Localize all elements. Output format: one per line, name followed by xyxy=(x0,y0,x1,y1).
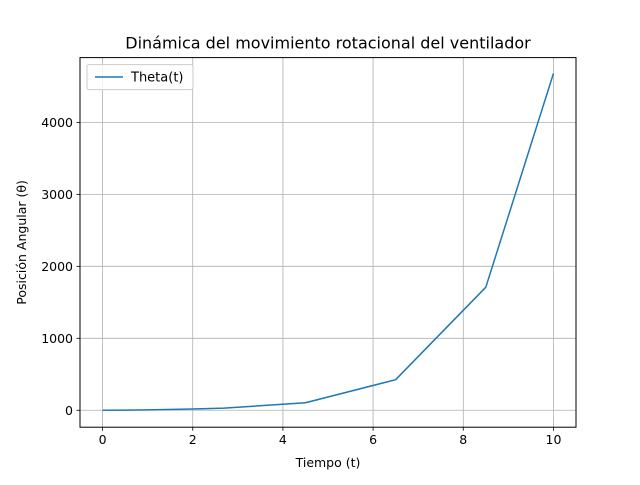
legend-box xyxy=(86,64,194,91)
legend-label-theta: Theta(t) xyxy=(130,71,183,86)
series-line-theta xyxy=(102,73,555,412)
x-tick-label: 4 xyxy=(279,432,287,447)
x-tick-label: 8 xyxy=(459,432,467,447)
x-tick-label: 6 xyxy=(369,432,377,447)
x-axis-label: Tiempo (t) xyxy=(295,455,361,470)
series-layer xyxy=(102,73,555,412)
legend: Theta(t) xyxy=(86,64,194,91)
grid xyxy=(80,57,576,428)
x-tick-label: 10 xyxy=(546,432,562,447)
chart-title: Dinámica del movimiento rotacional del v… xyxy=(125,34,531,53)
y-axis-label: Posición Angular (θ) xyxy=(14,180,29,305)
y-tick-label: 3000 xyxy=(41,187,73,202)
y-tick-label: 2000 xyxy=(41,259,73,274)
x-tick-label: 0 xyxy=(99,432,107,447)
x-tick-label: 2 xyxy=(189,432,197,447)
y-tick-label: 4000 xyxy=(41,115,73,130)
plot-frame xyxy=(79,57,577,428)
y-tick-label: 0 xyxy=(65,403,73,418)
y-tick-label: 1000 xyxy=(41,331,73,346)
ticks: 0 2 4 6 8 10 0 1000 2000 3000 4000 xyxy=(41,115,561,447)
